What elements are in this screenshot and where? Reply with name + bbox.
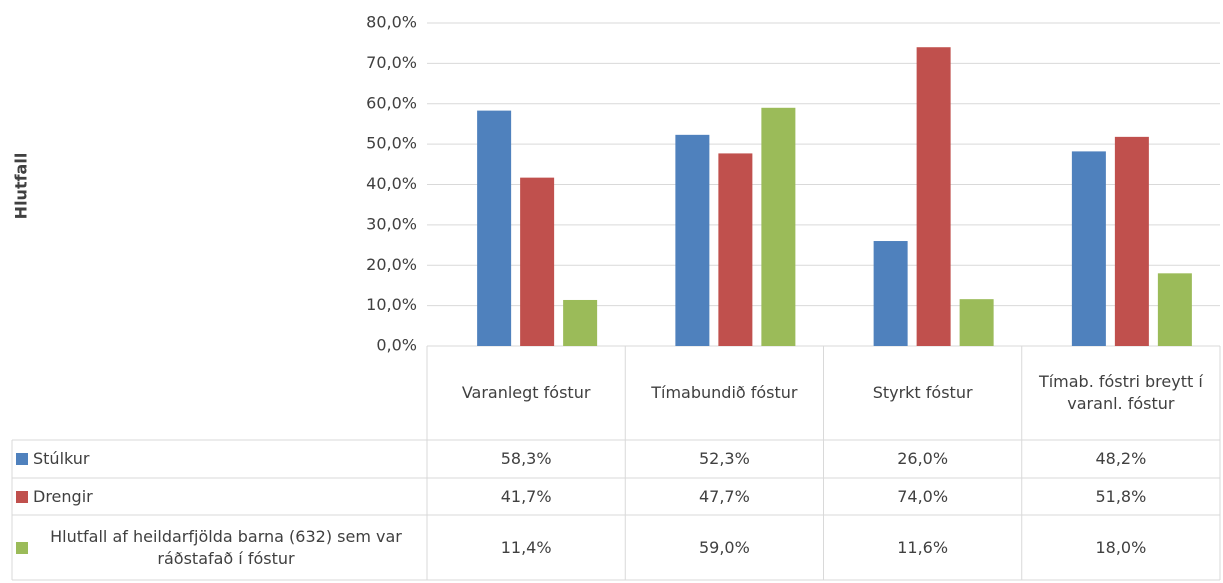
table-value: 11,6% <box>824 515 1022 580</box>
legend-key <box>16 453 28 465</box>
bar <box>1071 151 1106 346</box>
category-label: Tímab. fóstri breytt í varanl. fóstur <box>1030 346 1212 440</box>
table-value: 11,4% <box>427 515 625 580</box>
table-value: 41,7% <box>427 478 625 515</box>
bar <box>675 134 710 346</box>
y-tick-label: 70,0% <box>366 53 417 72</box>
table-value-text: 74,0% <box>897 486 949 506</box>
category-label-text: Varanlegt fóstur <box>461 383 591 402</box>
bar <box>718 153 753 346</box>
bar <box>916 47 951 346</box>
legend-key <box>16 490 28 503</box>
table-value: 26,0% <box>824 440 1022 478</box>
table-value: 18,0% <box>1022 515 1220 580</box>
bar <box>1157 273 1192 346</box>
category-label-text: Styrkt fóstur <box>872 383 973 402</box>
legend-text: Hlutfall af heildarfjölda barna (632) se… <box>50 526 402 568</box>
category-label: Styrkt fóstur <box>832 346 1014 440</box>
bar <box>873 241 908 346</box>
table-value: 51,8% <box>1022 478 1220 515</box>
bar <box>761 107 796 346</box>
bar <box>959 299 994 346</box>
y-tick-label: 20,0% <box>366 255 417 274</box>
table-value: 52,3% <box>625 440 823 478</box>
category-label-text: Tímabundið fóstur <box>651 383 798 402</box>
table-value: 74,0% <box>824 478 1022 515</box>
legend-entry: Drengir <box>16 478 419 515</box>
y-tick-label: 60,0% <box>366 93 417 112</box>
category-label-text: Tímab. fóstri breytt í varanl. fóstur <box>1038 372 1203 413</box>
table-value: 47,7% <box>625 478 823 515</box>
legend-key <box>16 541 28 554</box>
table-value-text: 26,0% <box>897 449 949 468</box>
category-label: Varanlegt fóstur <box>435 346 617 440</box>
table-value-text: 59,0% <box>698 537 750 557</box>
bar <box>563 299 598 346</box>
legend-text: Stúlkur <box>33 449 90 468</box>
table-value-text: 52,3% <box>698 449 750 468</box>
y-tick-label: 80,0% <box>366 13 417 32</box>
y-tick-label: 30,0% <box>366 214 417 233</box>
legend-text: Drengir <box>33 486 93 506</box>
bar <box>520 177 555 346</box>
bar <box>1114 136 1149 346</box>
table-value-text: 51,8% <box>1095 486 1147 506</box>
table-value-text: 47,7% <box>698 486 750 506</box>
category-label: Tímabundið fóstur <box>633 346 815 440</box>
legend-entry: Stúlkur <box>16 440 419 478</box>
table-value: 58,3% <box>427 440 625 478</box>
table-value: 48,2% <box>1022 440 1220 478</box>
table-value-text: 48,2% <box>1095 449 1147 468</box>
table-value: 59,0% <box>625 515 823 580</box>
y-tick-label: 0,0% <box>376 336 417 355</box>
y-axis-title: Hlutfall <box>12 153 31 220</box>
legend-entry: Hlutfall af heildarfjölda barna (632) se… <box>16 515 419 580</box>
bar <box>477 110 512 347</box>
y-tick-label: 40,0% <box>366 174 417 193</box>
table-value-text: 58,3% <box>500 449 552 468</box>
table-value-text: 11,4% <box>500 537 552 557</box>
table-value-text: 11,6% <box>897 537 949 557</box>
table-value-text: 41,7% <box>500 486 552 506</box>
y-tick-label: 10,0% <box>366 295 417 314</box>
y-tick-label: 50,0% <box>366 134 417 153</box>
table-value-text: 18,0% <box>1095 537 1147 557</box>
